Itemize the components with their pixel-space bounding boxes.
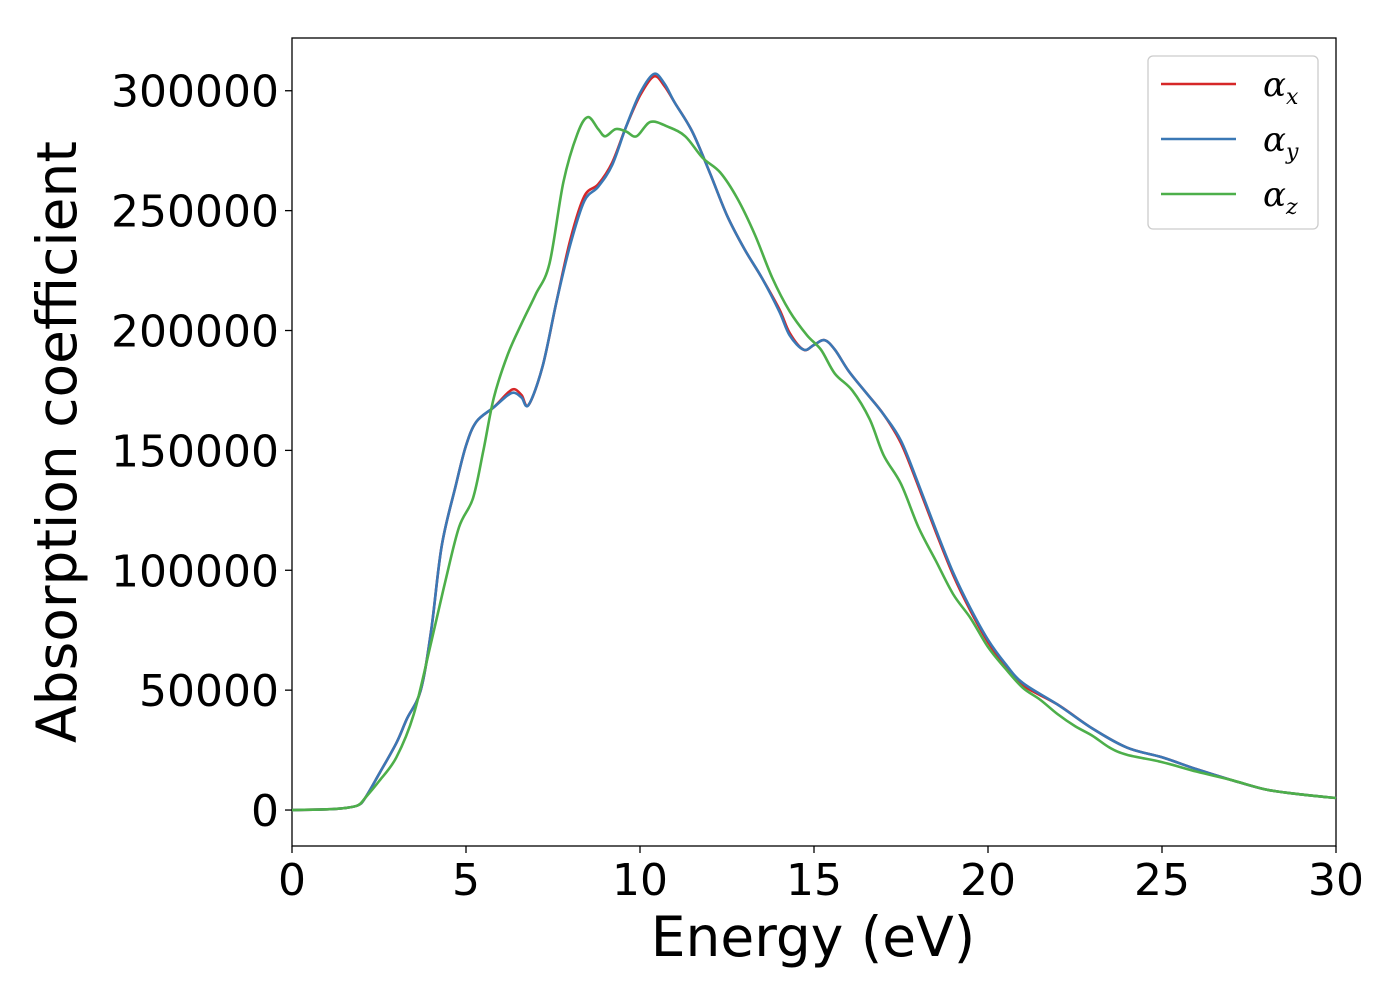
x-tick-label: 5 <box>452 855 480 906</box>
legend-symbol: α <box>1263 175 1286 215</box>
ticks: 0 5 10 15 20 25 30 0 50000 100000 150000 200000 2500… <box>111 67 1364 906</box>
legend-label-y: αy <box>1263 120 1299 165</box>
x-tick-label: 20 <box>960 855 1016 906</box>
x-tick-label: 10 <box>612 855 668 906</box>
legend-subscript: z <box>1285 195 1298 220</box>
y-tick-label: 150000 <box>111 426 279 477</box>
series-lines <box>291 72 1337 812</box>
legend-label-x: αx <box>1263 65 1299 110</box>
series-line-y <box>291 72 1337 812</box>
y-tick-label: 300000 <box>111 67 279 118</box>
y-tick-label: 50000 <box>139 666 279 717</box>
x-tick-label: 30 <box>1308 855 1364 906</box>
x-tick-label: 25 <box>1134 855 1190 906</box>
y-tick-label: 250000 <box>111 187 279 238</box>
legend-box <box>1147 55 1319 230</box>
x-axis-label: Energy (eV) <box>651 905 975 969</box>
y-tick-label: 0 <box>251 786 279 837</box>
y-tick-label: 100000 <box>111 546 279 597</box>
y-tick-label: 200000 <box>111 307 279 358</box>
legend-subscript: x <box>1286 85 1299 110</box>
legend-symbol: α <box>1263 120 1286 160</box>
series-line-z <box>291 115 1337 812</box>
x-tick-label: 15 <box>786 855 842 906</box>
legend-symbol: α <box>1263 65 1286 105</box>
x-tick-label: 0 <box>278 855 306 906</box>
legend-subscript: y <box>1285 140 1299 165</box>
y-axis-label: Absorption coefficient <box>25 141 89 743</box>
legend-label-z: αz <box>1263 175 1298 220</box>
